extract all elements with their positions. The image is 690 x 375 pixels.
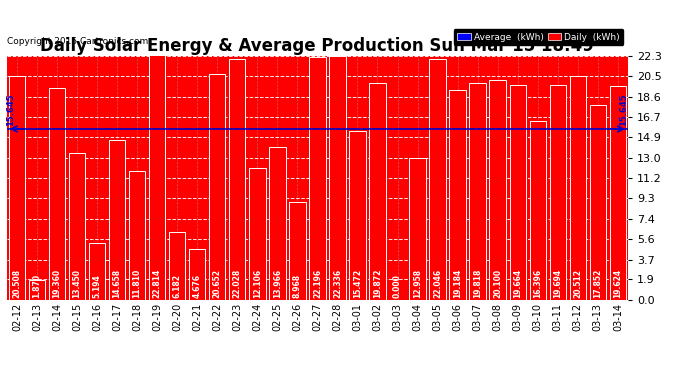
Legend: Average  (kWh), Daily  (kWh): Average (kWh), Daily (kWh) [453,29,623,45]
Bar [269,147,286,300]
Bar [610,86,626,300]
Text: 13.966: 13.966 [273,269,282,298]
Bar [529,121,546,300]
Bar [289,202,306,300]
Text: 1.870: 1.870 [32,274,41,298]
Text: 19.360: 19.360 [52,269,61,298]
Bar [49,88,65,300]
Text: 13.450: 13.450 [72,269,81,298]
Text: 20.100: 20.100 [493,269,502,298]
Bar [129,171,146,300]
Bar [590,105,606,300]
Bar [9,76,25,300]
Text: 15.645: 15.645 [620,93,629,126]
Text: 19.624: 19.624 [613,269,622,298]
Text: 0.000: 0.000 [393,274,402,298]
Bar [489,80,506,300]
Bar [369,83,386,300]
Text: 6.182: 6.182 [172,274,181,298]
Text: 22.336: 22.336 [333,269,342,298]
Bar [429,59,446,300]
Text: 19.184: 19.184 [453,269,462,298]
Text: 15.472: 15.472 [353,269,362,298]
Text: 20.508: 20.508 [12,269,21,298]
Text: 12.958: 12.958 [413,269,422,298]
Text: 17.852: 17.852 [593,269,602,298]
Bar [469,83,486,300]
Text: 5.194: 5.194 [92,274,101,298]
Bar [69,153,86,300]
Text: 22.046: 22.046 [433,269,442,298]
Bar [209,74,226,300]
Text: 19.818: 19.818 [473,269,482,298]
Bar [509,85,526,300]
Title: Daily Solar Energy & Average Production Sun Mar 15 18:49: Daily Solar Energy & Average Production … [41,37,594,55]
Text: 12.106: 12.106 [253,269,262,298]
Text: 8.968: 8.968 [293,274,302,298]
Bar [449,90,466,300]
Bar [229,59,246,300]
Text: 19.664: 19.664 [513,269,522,298]
Text: 4.676: 4.676 [193,274,201,298]
Text: 22.814: 22.814 [152,269,161,298]
Bar [549,85,566,300]
Bar [309,57,326,300]
Text: 19.694: 19.694 [553,269,562,298]
Text: 20.652: 20.652 [213,269,221,298]
Text: 22.028: 22.028 [233,269,241,298]
Text: 22.196: 22.196 [313,269,322,298]
Bar [409,158,426,300]
Text: 19.872: 19.872 [373,269,382,298]
Text: 15.645: 15.645 [6,93,15,126]
Bar [149,51,166,300]
Text: 20.512: 20.512 [573,269,582,298]
Text: 11.810: 11.810 [132,269,141,298]
Text: 16.396: 16.396 [533,269,542,298]
Bar [89,243,106,300]
Bar [169,232,186,300]
Bar [189,249,206,300]
Bar [329,56,346,300]
Bar [249,168,266,300]
Bar [349,131,366,300]
Bar [109,140,126,300]
Text: Copyright 2015 Cartronics.com: Copyright 2015 Cartronics.com [7,38,148,46]
Bar [570,76,586,300]
Bar [29,279,45,300]
Text: 14.658: 14.658 [112,269,121,298]
